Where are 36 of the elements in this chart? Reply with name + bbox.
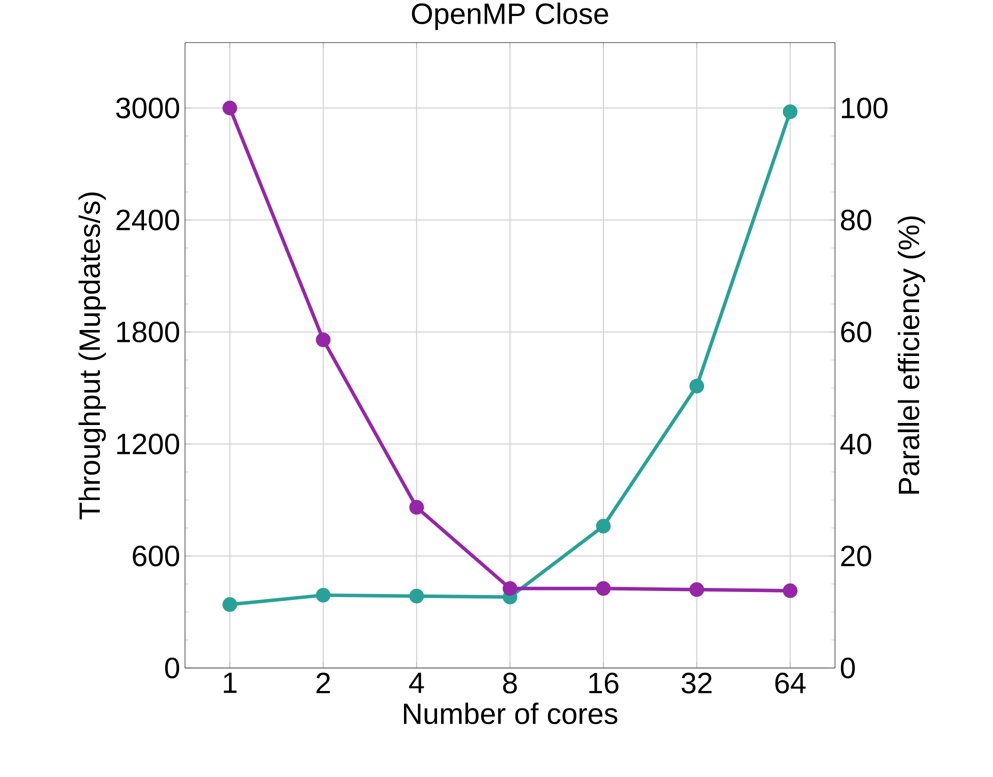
y-tick-label: 1800	[117, 322, 180, 342]
point	[689, 378, 704, 394]
y-tick-label: 0	[165, 658, 180, 678]
point	[782, 583, 798, 598]
y2-tick-label: 80	[840, 210, 872, 230]
point	[409, 588, 424, 604]
x-tick-label: 8	[503, 672, 517, 694]
y-tick-label: 3000	[116, 98, 180, 118]
y2-tick-label: 20	[841, 546, 872, 566]
x-tick-label: 2	[316, 672, 330, 694]
x-tick-label: 4	[409, 672, 424, 693]
chart-title: OpenMP Close	[412, 2, 608, 30]
x-tick-label: 16	[589, 672, 618, 694]
x-tick-label: 1	[224, 672, 237, 693]
point	[316, 332, 331, 348]
point	[316, 588, 331, 603]
point	[409, 500, 424, 515]
point	[222, 100, 238, 116]
y2-tick-label: 60	[841, 322, 872, 342]
x-tick-label: 64	[775, 672, 806, 694]
point	[596, 581, 611, 596]
point	[222, 597, 238, 612]
x-axis-title: Number of cores	[404, 702, 618, 724]
y-tick-label: 1200	[117, 434, 180, 454]
y2-tick-label: 0	[840, 658, 855, 678]
y-axis-title: Throughput (Mupdates/s)	[78, 192, 106, 520]
point	[782, 104, 798, 120]
x-tick-label: 32	[682, 672, 712, 694]
y-tick-label: 2400	[116, 210, 180, 230]
point	[502, 581, 518, 596]
y-tick-label: 600	[132, 546, 180, 566]
point	[689, 582, 704, 597]
y2-axis-title: Parallel efficiency (%)	[898, 216, 926, 494]
y2-tick-label: 40	[840, 434, 872, 454]
point	[596, 518, 611, 534]
y2-tick-label: 100	[842, 98, 888, 118]
